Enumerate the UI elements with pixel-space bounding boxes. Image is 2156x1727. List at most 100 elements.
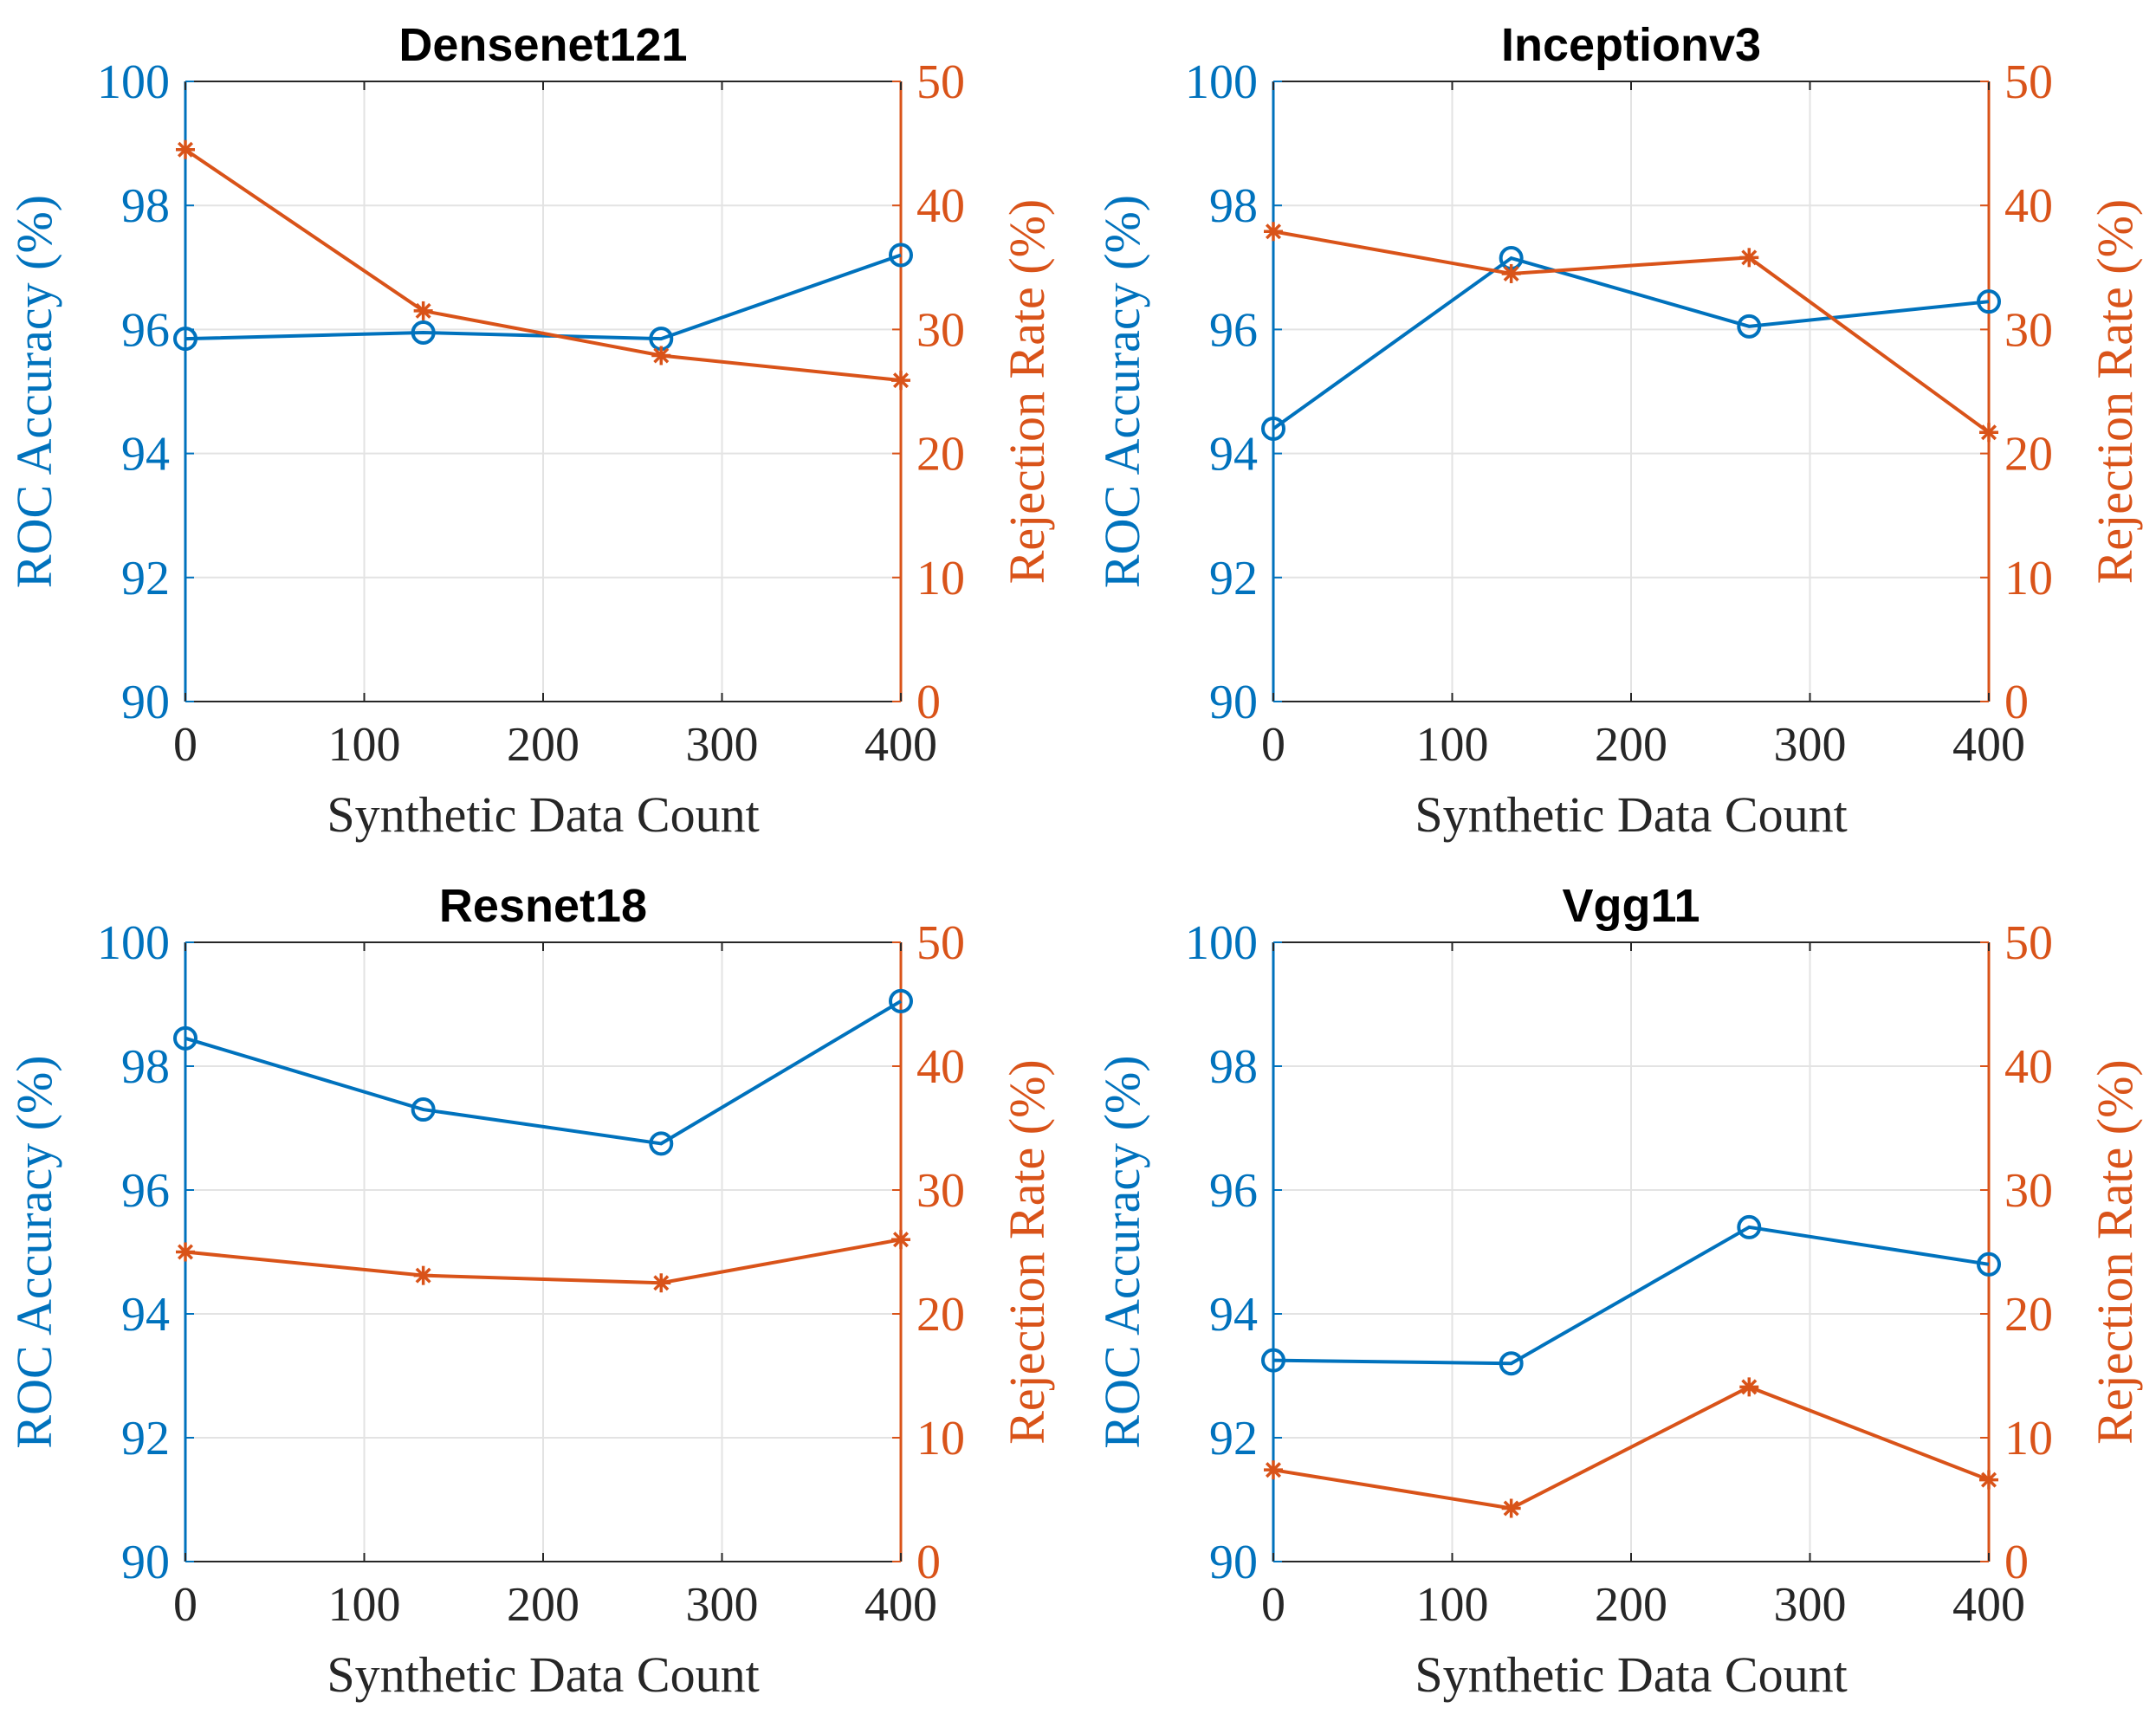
x-tick-label: 300 — [686, 1578, 759, 1632]
x-axis-label: Synthetic Data Count — [327, 1646, 759, 1703]
left-y-tick-label: 92 — [121, 1412, 170, 1465]
right-y-tick-label: 0 — [2004, 1536, 2029, 1589]
accuracy-point — [1977, 289, 2001, 314]
left-y-tick-label: 98 — [121, 179, 170, 233]
rejection-point — [1264, 1460, 1283, 1480]
right-y-tick-label: 0 — [916, 676, 941, 729]
rejection-point — [1501, 263, 1521, 283]
left-y-tick-label: 90 — [1209, 1536, 1258, 1589]
x-tick-label: 400 — [1952, 1578, 2025, 1632]
accuracy-point — [411, 320, 436, 345]
left-y-tick-label: 92 — [1209, 552, 1258, 605]
chart-title: Resnet18 — [439, 880, 647, 932]
x-tick-label: 0 — [173, 718, 197, 772]
rejection-series-line — [1272, 230, 1991, 434]
right-y-axis-label: Rejection Rate (%) — [2087, 1059, 2143, 1445]
left-y-tick-label: 98 — [1209, 1040, 1258, 1094]
left-y-tick-label: 90 — [1209, 676, 1258, 729]
right-y-tick-label: 30 — [916, 1164, 965, 1218]
asterisk-stroke — [1980, 424, 1997, 441]
left-y-tick-label: 100 — [97, 55, 170, 109]
right-y-tick-label: 30 — [2004, 1164, 2053, 1218]
asterisk-stroke — [653, 1275, 670, 1291]
chart-panel: 0 100 200 300 400 90 92 94 96 98 100 0 10 20 30 40 50 Vgg… — [1094, 880, 2143, 1703]
accuracy-point — [1499, 1351, 1524, 1376]
right-y-tick-label: 50 — [916, 55, 965, 109]
right-y-axis-label: Rejection Rate (%) — [2087, 199, 2143, 585]
left-y-tick-label: 92 — [1209, 1412, 1258, 1465]
asterisk-stroke — [1265, 223, 1282, 240]
right-y-tick-label: 0 — [2004, 676, 2029, 729]
rejection-point — [651, 1273, 671, 1293]
rejection-point — [891, 1230, 910, 1250]
left-y-tick-label: 98 — [1209, 179, 1258, 233]
accuracy-series-line — [185, 253, 902, 341]
right-y-tick-label: 30 — [2004, 303, 2053, 357]
chart-panel: 0 100 200 300 400 90 92 94 96 98 100 0 10 20 30 40 50 Den… — [6, 19, 1055, 843]
left-y-tick-label: 92 — [121, 552, 170, 605]
right-y-tick-label: 50 — [2004, 916, 2053, 970]
left-y-tick-label: 96 — [1209, 1164, 1258, 1218]
x-tick-label: 400 — [864, 718, 937, 772]
rejection-point — [891, 371, 910, 391]
right-y-tick-label: 10 — [2004, 1412, 2053, 1465]
rejection-point — [176, 1242, 195, 1262]
rejection-point — [413, 301, 433, 320]
asterisk-stroke — [177, 1244, 194, 1260]
accuracy-point — [173, 327, 197, 352]
right-y-tick-label: 10 — [916, 552, 965, 605]
asterisk-stroke — [1503, 265, 1519, 281]
right-y-tick-label: 40 — [916, 1040, 965, 1094]
rejection-point — [413, 1265, 433, 1285]
right-y-tick-label: 10 — [2004, 552, 2053, 605]
left-y-tick-label: 94 — [1209, 1288, 1258, 1342]
rejection-series-line — [185, 1238, 902, 1285]
right-y-tick-label: 20 — [2004, 1288, 2053, 1342]
left-y-axis-label: ROC Accuracy (%) — [1094, 1055, 1150, 1448]
chart-title: Vgg11 — [1562, 880, 1700, 932]
x-tick-label: 400 — [864, 1578, 937, 1632]
asterisk-stroke — [892, 372, 910, 389]
left-y-tick-label: 98 — [121, 1040, 170, 1094]
left-y-tick-label: 94 — [121, 428, 170, 482]
right-y-tick-label: 0 — [916, 1536, 941, 1589]
x-tick-label: 300 — [1774, 1578, 1847, 1632]
right-y-tick-label: 20 — [2004, 428, 2053, 482]
right-y-tick-label: 20 — [916, 1288, 965, 1342]
accuracy-point — [411, 1097, 436, 1122]
accuracy-point — [889, 243, 913, 268]
accuracy-series-line — [1272, 1225, 1990, 1366]
left-y-tick-label: 100 — [1185, 916, 1258, 970]
rejection-series-line — [1272, 1385, 1990, 1510]
left-y-tick-label: 90 — [121, 1536, 170, 1589]
left-y-tick-label: 100 — [1185, 55, 1258, 109]
asterisk-stroke — [1741, 249, 1758, 266]
left-y-tick-label: 96 — [1209, 303, 1258, 357]
accuracy-point — [889, 988, 913, 1013]
right-y-tick-label: 30 — [916, 303, 965, 357]
x-tick-label: 0 — [1261, 1578, 1285, 1632]
right-y-axis-label: Rejection Rate (%) — [999, 199, 1055, 585]
chart-title: Inceptionv3 — [1501, 19, 1761, 71]
accuracy-point — [1261, 1348, 1285, 1373]
accuracy-point — [649, 1131, 674, 1156]
right-y-tick-label: 40 — [916, 179, 965, 233]
rejection-point — [1979, 1470, 1998, 1490]
left-y-tick-label: 94 — [1209, 428, 1258, 482]
x-axis-label: Synthetic Data Count — [327, 786, 759, 843]
left-y-tick-label: 100 — [97, 916, 170, 970]
left-y-tick-label: 90 — [121, 676, 170, 729]
x-tick-label: 300 — [686, 718, 759, 772]
rejection-point — [176, 139, 195, 159]
accuracy-series-line — [1272, 255, 1990, 430]
right-y-tick-label: 50 — [916, 916, 965, 970]
rejection-point — [1739, 248, 1759, 268]
rejection-point — [1979, 423, 1998, 443]
x-tick-label: 300 — [1774, 718, 1847, 772]
x-tick-label: 0 — [1261, 718, 1285, 772]
left-y-axis-label: ROC Accuracy (%) — [6, 1055, 62, 1448]
rejection-point — [1264, 222, 1283, 242]
x-tick-label: 200 — [507, 718, 579, 772]
asterisk-stroke — [653, 347, 670, 364]
